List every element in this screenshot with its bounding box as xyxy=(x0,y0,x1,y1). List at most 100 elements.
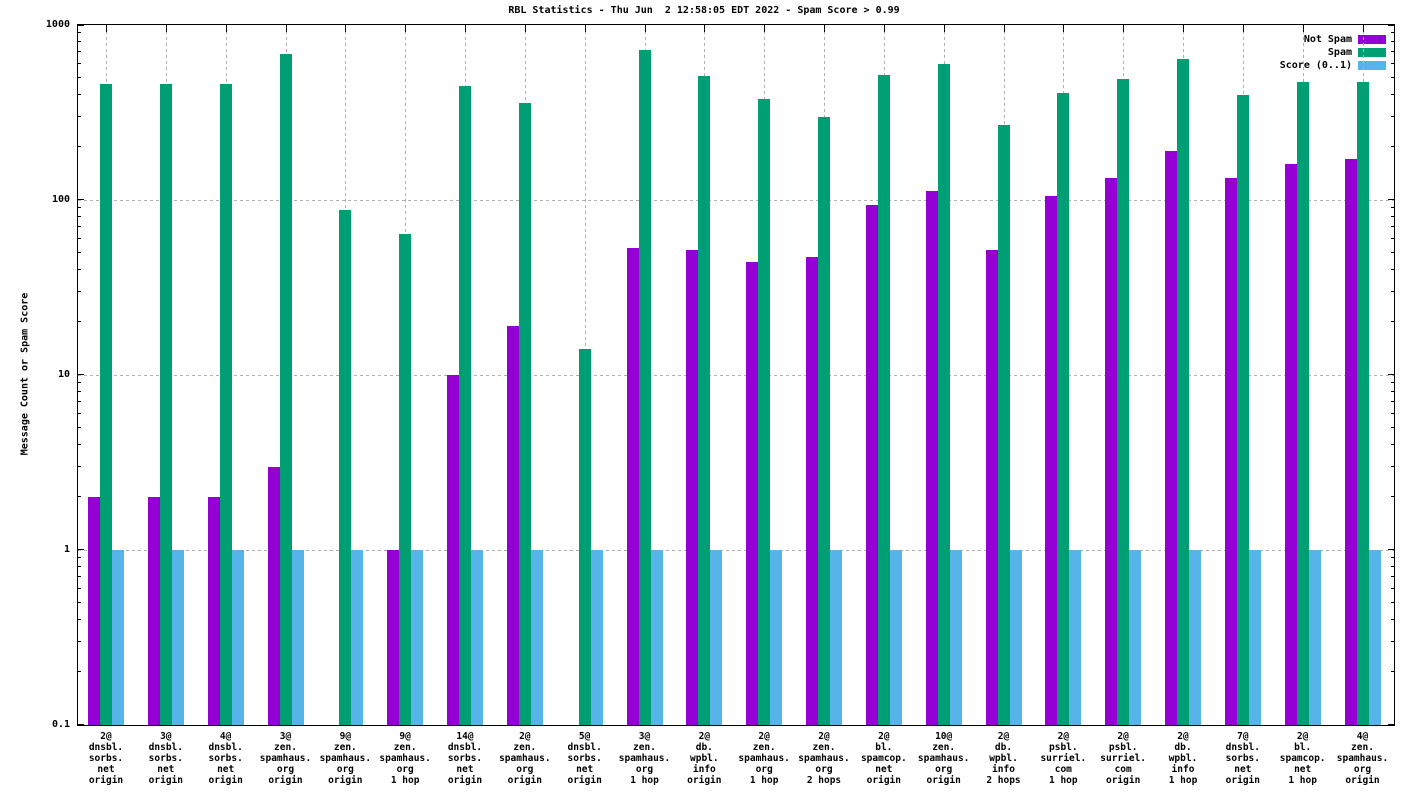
bar-score-0-1 xyxy=(411,550,424,725)
x-category-tick xyxy=(106,25,107,32)
y-minor-tick xyxy=(78,290,81,292)
bar-spam xyxy=(279,54,292,725)
y-minor-tick xyxy=(78,237,81,239)
y-minor-tick xyxy=(1391,601,1394,603)
x-category-tick xyxy=(1063,25,1065,32)
x-tick-label: 2@ zen. spamhaus. org 2 hops xyxy=(798,731,850,786)
x-tick-label: 2@ bl. spamcop. net origin xyxy=(860,731,907,786)
x-tick-label: 3@ dnsbl. sorbs. net origin xyxy=(148,731,183,786)
bar-not-spam xyxy=(387,550,400,725)
bar-spam xyxy=(219,84,232,725)
y-minor-tick xyxy=(78,146,81,148)
y-minor-tick xyxy=(1391,382,1394,383)
x-tick-label: 2@ bl. spamcop. net 1 hop xyxy=(1279,731,1326,786)
y-major-tick xyxy=(78,199,84,200)
y-minor-tick xyxy=(1391,390,1394,392)
bar-spam xyxy=(518,102,531,725)
x-tick-label: 4@ zen. spamhaus. org origin xyxy=(1336,731,1389,786)
y-minor-tick xyxy=(1391,465,1394,467)
x-tick-label: 2@ dnsbl. sorbs. net origin xyxy=(88,731,124,786)
y-major-tick xyxy=(78,549,84,550)
plot-area: Not Spam Spam Score (0..1) 0.1 1 10 100 1000 2@… xyxy=(46,19,1395,786)
grid-line-y xyxy=(78,550,1394,551)
bar-score-0-1 xyxy=(1129,550,1142,725)
y-minor-tick xyxy=(1391,32,1394,33)
y-major-tick xyxy=(78,724,84,725)
x-category-tick xyxy=(524,25,526,32)
x-category-tick xyxy=(285,25,287,32)
bar-spam xyxy=(399,233,412,725)
x-category-tick xyxy=(824,25,825,32)
x-category-tick xyxy=(704,25,706,32)
bar-score-0-1 xyxy=(830,550,842,725)
y-major-tick xyxy=(1388,199,1394,200)
bar-not-spam xyxy=(1224,177,1237,725)
y-minor-tick xyxy=(78,601,81,603)
y-major-tick xyxy=(78,25,84,26)
legend-item-not-spam: Not Spam xyxy=(1280,33,1386,46)
x-category-tick xyxy=(1362,25,1364,32)
y-minor-tick xyxy=(1391,671,1394,673)
y-tick-label: 0.1 xyxy=(51,719,70,730)
y-major-tick xyxy=(1388,549,1394,550)
x-tick-label: 2@ psbl. surriel. com 1 hop xyxy=(1040,731,1087,786)
y-minor-tick xyxy=(1391,640,1394,642)
x-category-tick xyxy=(1003,25,1005,32)
y-minor-tick xyxy=(1391,576,1394,578)
x-category-tick xyxy=(764,25,766,32)
y-minor-tick xyxy=(1391,93,1394,95)
x-category-tick xyxy=(883,25,885,32)
y-minor-tick xyxy=(1391,226,1394,228)
bar-spam xyxy=(877,74,890,725)
y-minor-tick xyxy=(78,207,81,208)
x-category-tick xyxy=(1242,25,1244,32)
bar-score-0-1 xyxy=(1069,550,1082,725)
y-major-tick xyxy=(1388,25,1394,26)
x-category-tick xyxy=(644,25,646,32)
x-tick-label: 5@ dnsbl. sorbs. net origin xyxy=(567,731,602,786)
y-minor-tick xyxy=(78,51,81,53)
bar-score-0-1 xyxy=(710,550,723,725)
y-minor-tick xyxy=(78,671,81,673)
bar-score-0-1 xyxy=(770,550,783,725)
y-minor-tick xyxy=(78,640,81,642)
y-minor-tick xyxy=(78,382,81,383)
y-major-tick xyxy=(78,374,84,375)
legend-swatch xyxy=(1358,61,1386,70)
x-category-tick xyxy=(584,25,586,32)
bar-not-spam xyxy=(88,497,100,725)
y-minor-tick xyxy=(78,443,81,445)
bar-spam xyxy=(1117,79,1130,725)
legend-swatch xyxy=(1358,48,1386,57)
bar-score-0-1 xyxy=(889,550,902,725)
bar-not-spam xyxy=(1105,177,1118,725)
bar-spam xyxy=(758,98,771,725)
bar-not-spam xyxy=(806,257,818,725)
x-category-tick xyxy=(345,25,347,32)
bar-not-spam xyxy=(506,326,519,725)
x-category-tick xyxy=(225,25,227,32)
x-category-tick xyxy=(1123,25,1125,32)
bar-score-0-1 xyxy=(351,550,364,725)
y-minor-tick xyxy=(1391,290,1394,292)
legend: Not Spam Spam Score (0..1) xyxy=(1280,33,1386,72)
y-minor-tick xyxy=(78,32,81,33)
y-minor-tick xyxy=(1391,412,1394,414)
x-tick-label: 2@ db. wpbl. info 2 hops xyxy=(986,731,1021,786)
x-category-tick xyxy=(405,25,407,32)
bar-not-spam xyxy=(1165,150,1177,725)
y-minor-tick xyxy=(78,226,81,228)
y-major-tick xyxy=(1388,724,1394,725)
bar-not-spam xyxy=(147,497,160,725)
y-minor-tick xyxy=(78,426,81,428)
y-minor-tick xyxy=(78,76,81,78)
y-tick-label: 1 xyxy=(63,544,70,555)
bar-score-0-1 xyxy=(291,550,304,725)
y-minor-tick xyxy=(1391,207,1394,208)
y-minor-tick xyxy=(1391,268,1394,270)
y-minor-tick xyxy=(1391,215,1394,217)
y-minor-tick xyxy=(78,215,81,217)
bar-score-0-1 xyxy=(171,550,184,725)
legend-item-score-0-1: Score (0..1) xyxy=(1280,59,1386,72)
bar-not-spam xyxy=(1344,159,1357,725)
